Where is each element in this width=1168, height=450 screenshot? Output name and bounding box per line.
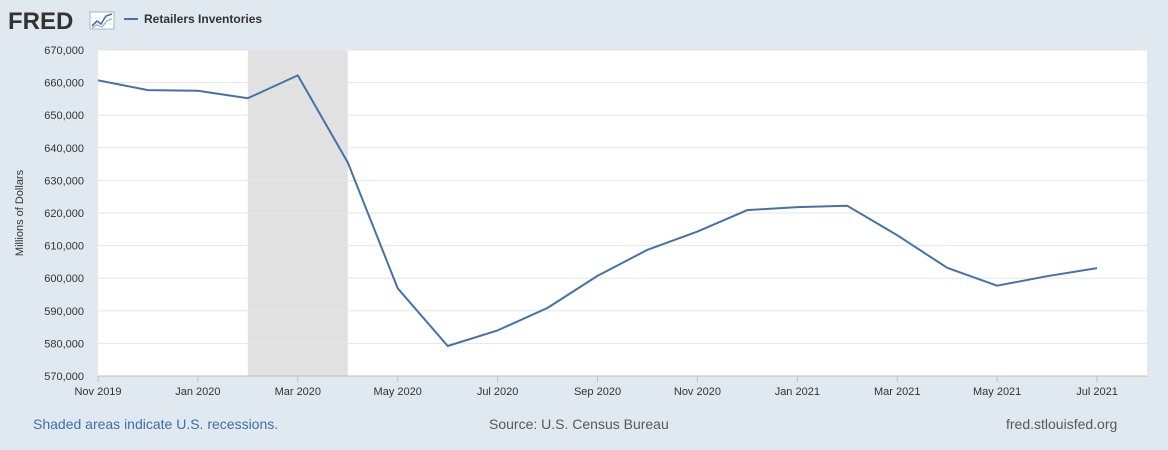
data-point [347,161,349,163]
x-tick-label: Mar 2021 [874,386,920,398]
data-point [946,267,948,269]
data-point [546,307,548,309]
data-point [796,206,798,208]
legend-label: Retailers Inventories [144,12,262,26]
data-point [746,209,748,211]
y-tick-label: 580,000 [44,338,84,350]
x-tick-label: Nov 2019 [74,386,121,398]
x-tick-label: Mar 2020 [275,386,321,398]
data-point [646,249,648,251]
data-point [147,89,149,91]
y-tick-label: 670,000 [44,45,84,57]
series-line-group [97,74,1098,347]
x-tick-label: Nov 2020 [674,386,721,398]
y-tick-label: 630,000 [44,175,84,187]
data-point [197,90,199,92]
x-tick-label: May 2020 [374,386,422,398]
data-point [996,284,998,286]
y-axis-title: Millions of Dollars [14,169,26,256]
data-point [1096,267,1098,269]
x-tick-label: Jan 2021 [775,386,820,398]
series-line [97,74,1098,347]
x-tick-label: May 2021 [973,386,1021,398]
y-tick-label: 600,000 [44,273,84,285]
data-point [696,230,698,232]
recession-note: Shaded areas indicate U.S. recessions. [33,416,279,432]
data-point [846,205,848,207]
x-tick-label: Sep 2020 [574,386,621,398]
chart-legend: Retailers Inventories [124,12,262,26]
x-axis-ticks: Nov 2019 Jan 2020 Mar 2020 May 2020 Jul 2020… [74,376,1118,398]
data-point [297,74,299,76]
data-point [896,234,898,236]
data-point [596,275,598,277]
x-tick-label: Jul 2021 [1076,386,1118,398]
data-point [247,97,249,99]
data-point [446,345,448,347]
source-note: Source: U.S. Census Bureau [489,416,669,432]
fred-logo-text: FRED [8,8,73,35]
y-tick-label: 660,000 [44,78,84,90]
site-link[interactable]: fred.stlouisfed.org [1006,416,1118,432]
data-point [1046,275,1048,277]
x-tick-label: Jan 2020 [175,386,220,398]
data-point [496,329,498,331]
y-axis-ticks: 570,000 580,000 590,000 600,000 610,000 620,0… [44,45,84,383]
y-tick-label: 610,000 [44,241,84,253]
x-tick-label: Jul 2020 [477,386,519,398]
y-tick-label: 640,000 [44,143,84,155]
y-tick-label: 590,000 [44,306,84,318]
fred-logo[interactable]: FRED [8,8,115,35]
y-tick-label: 650,000 [44,110,84,122]
gridlines [98,49,1147,344]
data-point [97,79,99,81]
fred-logo-chart-icon [89,11,115,30]
data-point [397,287,399,289]
y-tick-label: 570,000 [44,371,84,383]
y-tick-label: 620,000 [44,208,84,220]
